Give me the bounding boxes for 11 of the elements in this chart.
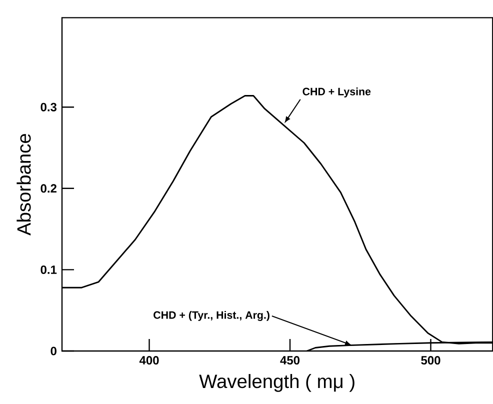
y-tick-label: 0.2 xyxy=(40,184,56,193)
x-tick-label: 500 xyxy=(421,356,440,365)
x-axis-title: Wavelength ( mμ ) xyxy=(199,374,354,392)
x-tick-label: 450 xyxy=(280,356,300,365)
y-tick-label: 0.1 xyxy=(40,265,57,274)
y-axis-title: Absorbance xyxy=(16,134,31,236)
y-tick-label: 0.3 xyxy=(40,102,57,112)
x-tick-label: 400 xyxy=(139,356,159,365)
y-tick-label: 0 xyxy=(50,346,56,356)
annotation: CHD + Lysine xyxy=(302,87,371,98)
annotation: CHD + (Tyr., Hist., Arg.) xyxy=(154,310,270,321)
